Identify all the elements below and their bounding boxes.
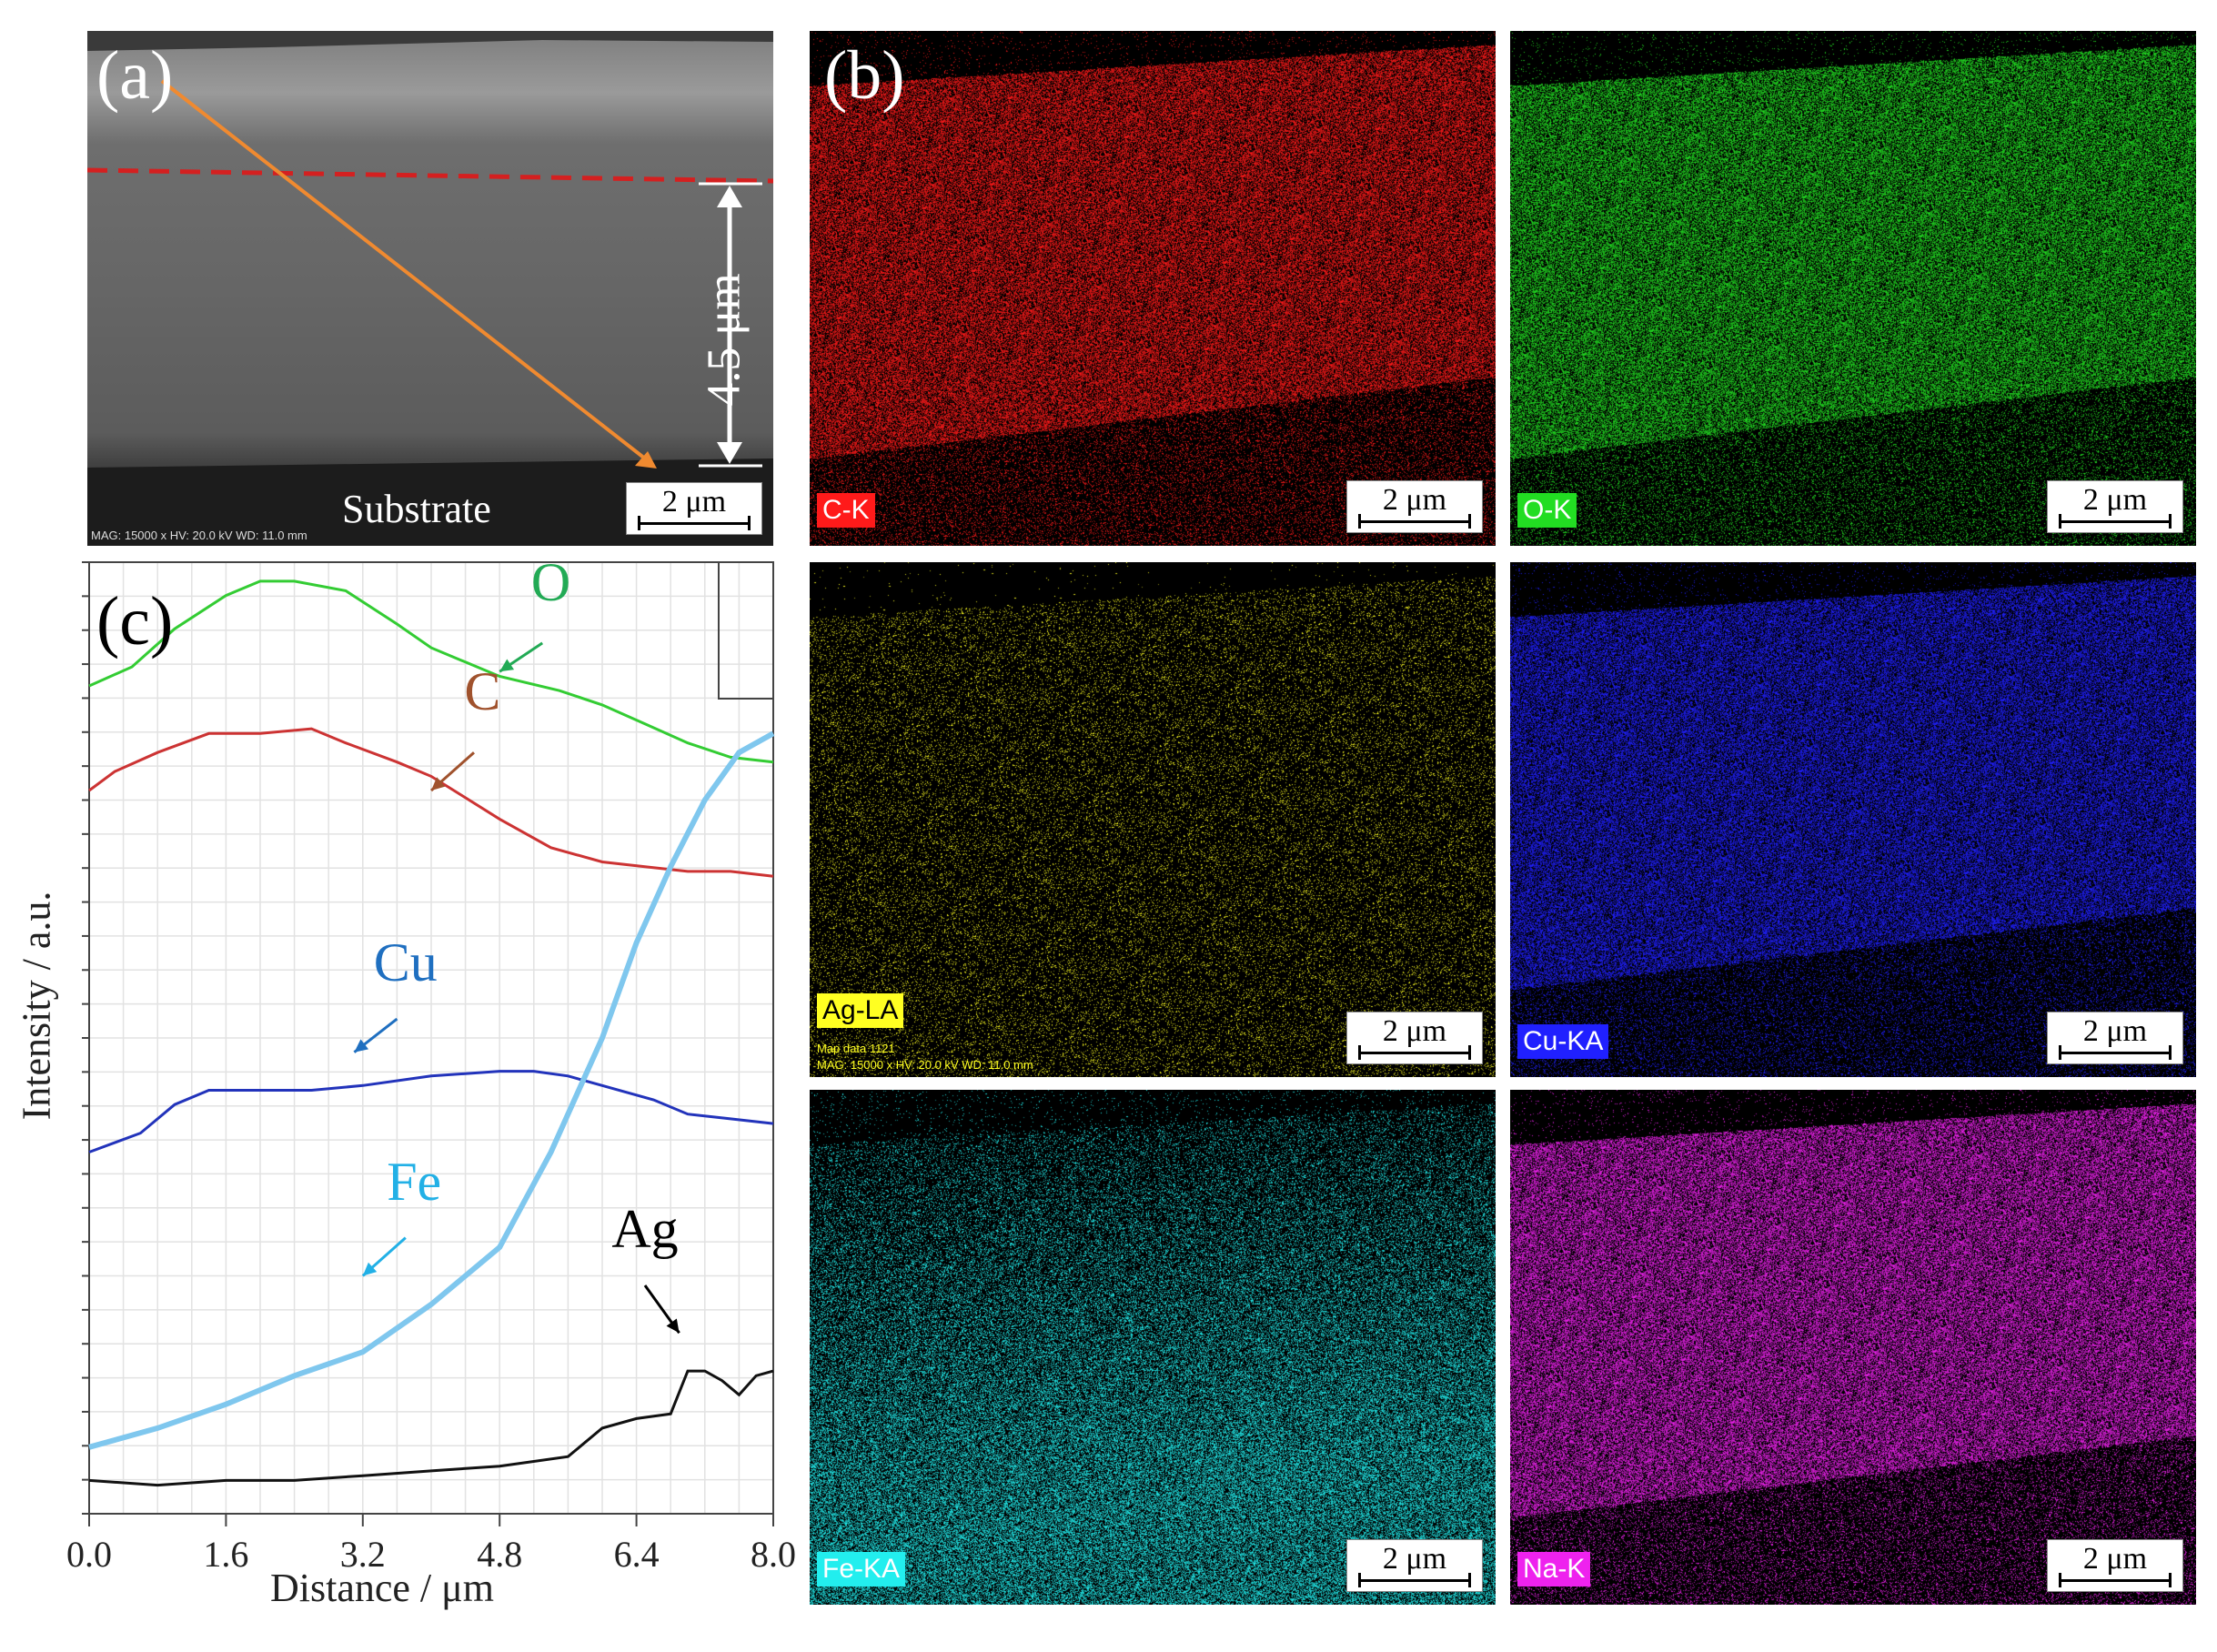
line-scan-svg: 0.0 1.6 3.2 4.8 6.4 8.0 OC Cu Fe Ag [66,555,796,1575]
sem-image-graphics [87,31,773,546]
eds-map-canvas [810,1090,1496,1605]
scale-bar: 2 μm [2047,1539,2183,1592]
x-tick-label: 4.8 [477,1534,522,1575]
scale-bar-text: 2 μm [1382,1542,1447,1576]
series-line-o [88,579,774,764]
eds-map-label: Na-K [1517,1552,1591,1587]
scale-bar-text: 2 μm [1382,483,1447,517]
scale-bar-text: 2 μm [2082,483,2148,517]
x-tick-label: 3.2 [340,1534,386,1575]
eds-map-o-k: O-K 2 μm [1510,31,2196,546]
eds-map-label: Ag-LA [817,993,904,1028]
scale-bar-text: 2 μm [2082,1014,2148,1048]
eds-map-canvas [1510,31,2196,546]
eds-map-canvas [1510,562,2196,1077]
eds-map-label: C-K [817,493,875,528]
series-label-cu: Cu [374,932,438,992]
scale-bar-text: 2 μm [1382,1014,1447,1048]
series-line-c [88,727,774,878]
x-axis-label: Distance / μm [270,1566,494,1610]
panel-b-letter: (b) [824,37,905,114]
panel-a-letter: (a) [96,37,174,114]
panel-a-sem-image: (a) 4.5 μm Substrate MAG: 15000 x HV: 20… [87,31,773,546]
eds-map-metadata: MAG: 15000 x HV: 20.0 kV WD: 11.0 mm [817,1058,1033,1072]
series-label-arrowhead [666,1318,680,1334]
line-scan-arrowhead [635,451,657,468]
series-label-o: O [531,555,570,612]
series-line-cu [88,1070,774,1153]
eds-map-fe-ka: Fe-KA 2 μm [810,1090,1496,1605]
series-line-ag [88,1369,774,1487]
scale-bar: 2 μm [2047,1012,2183,1064]
eds-map-canvas [810,31,1496,546]
y-axis-label: Intensity / a.u. [14,891,59,1121]
eds-map-label: Cu-KA [1517,1024,1609,1059]
layer-boundary-dashed-line [87,167,773,184]
scale-bar-text: 2 μm [2082,1542,2148,1576]
eds-map-label: O-K [1517,493,1577,528]
eds-map-subtext: Map data 1121 [817,1042,895,1055]
scale-bar: 2 μm [1346,1012,1483,1064]
x-tick-label: 1.6 [203,1534,248,1575]
series-label-arrowhead [499,659,515,672]
eds-map-c-k: C-K 2 μm [810,31,1496,546]
series-label-arrowhead [431,777,446,791]
panel-c-letter: (c) [96,583,174,660]
eds-map-ag-la: Ag-LA Map data 1121 MAG: 15000 x HV: 20.0 … [810,562,1496,1077]
series-line-fe [88,730,775,1450]
series-label-arrowhead [362,1262,378,1276]
series-label-arrowhead [354,1039,369,1053]
substrate-label: Substrate [342,487,491,531]
eds-map-canvas [1510,1090,2196,1605]
line-scan-arrow [160,79,651,464]
x-tick-label: 0.0 [66,1534,112,1575]
eds-map-cu-ka: Cu-KA 2 μm [1510,562,2196,1077]
scale-bar: 2 μm [2047,480,2183,533]
x-tick-label: 6.4 [614,1534,660,1575]
eds-map-label: Fe-KA [817,1552,906,1587]
scale-bar: 2 μm [1346,480,1483,533]
sem-metadata: MAG: 15000 x HV: 20.0 kV WD: 11.0 mm [91,529,307,542]
series-label-fe: Fe [387,1152,441,1212]
scale-bar: 2 μm [1346,1539,1483,1592]
legend-box [718,561,774,700]
series-label-c: C [464,661,500,721]
scale-bar-a: 2 μm [626,482,762,535]
series-label-ag: Ag [611,1199,678,1259]
eds-map-canvas [810,562,1496,1077]
panel-c-line-scan-chart: 0.0 1.6 3.2 4.8 6.4 8.0 O C Cu Fe Ag (c) Intensity… [0,555,801,1652]
scale-bar-text: 2 μm [661,485,727,519]
x-tick-label: 8.0 [751,1534,796,1575]
thickness-label: 4.5 μm [698,273,751,407]
eds-map-na-k: Na-K 2 μm [1510,1090,2196,1605]
